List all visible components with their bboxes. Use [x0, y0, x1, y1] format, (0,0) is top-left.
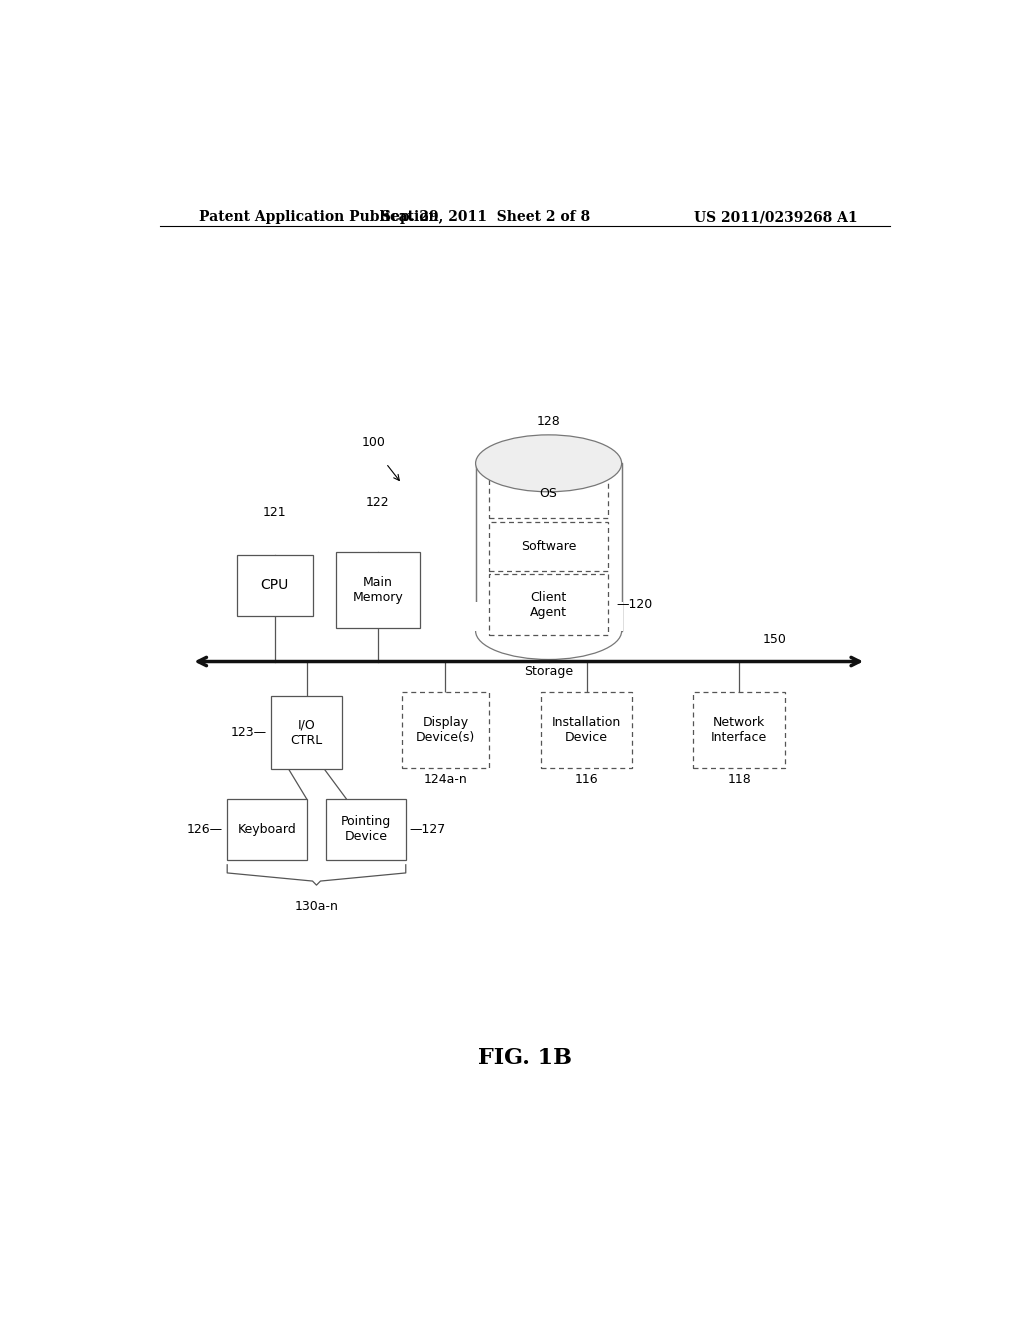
Text: I/O
CTRL: I/O CTRL: [291, 718, 323, 747]
Text: Network
Interface: Network Interface: [711, 715, 767, 743]
Ellipse shape: [475, 602, 622, 660]
Text: FIG. 1B: FIG. 1B: [478, 1047, 571, 1069]
Bar: [489, 470, 608, 519]
Text: Storage: Storage: [524, 664, 573, 677]
Text: Software: Software: [521, 540, 577, 553]
Text: 100: 100: [362, 437, 386, 450]
Ellipse shape: [475, 434, 622, 492]
Text: 128: 128: [537, 414, 560, 428]
Text: US 2011/0239268 A1: US 2011/0239268 A1: [694, 210, 858, 224]
Bar: [474, 602, 624, 631]
Text: Sep. 29, 2011  Sheet 2 of 8: Sep. 29, 2011 Sheet 2 of 8: [381, 210, 590, 224]
Bar: [401, 692, 489, 768]
Text: 118: 118: [727, 774, 751, 787]
Text: Patent Application Publication: Patent Application Publication: [200, 210, 439, 224]
Bar: [541, 692, 633, 768]
Text: Installation
Device: Installation Device: [552, 715, 622, 743]
Bar: [270, 696, 342, 770]
Text: Pointing
Device: Pointing Device: [341, 816, 391, 843]
Text: 122: 122: [367, 496, 390, 510]
Text: 150: 150: [763, 634, 786, 647]
Text: —120: —120: [616, 598, 652, 611]
Text: Display
Device(s): Display Device(s): [416, 715, 475, 743]
Text: OS: OS: [540, 487, 557, 500]
Text: 121: 121: [263, 507, 287, 519]
Text: —127: —127: [410, 822, 446, 836]
Text: 116: 116: [574, 774, 598, 787]
Bar: [227, 799, 306, 859]
Text: Main
Memory: Main Memory: [352, 577, 403, 605]
Text: Client
Agent: Client Agent: [530, 590, 567, 619]
Text: CPU: CPU: [261, 578, 289, 593]
Bar: [336, 552, 420, 628]
Bar: [327, 799, 406, 859]
Bar: [238, 554, 312, 616]
Text: Keyboard: Keyboard: [238, 822, 296, 836]
Text: 123—: 123—: [230, 726, 267, 739]
Text: 126—: 126—: [187, 822, 223, 836]
Text: 124a-n: 124a-n: [424, 774, 467, 787]
Bar: [489, 574, 608, 635]
Text: 130a-n: 130a-n: [295, 900, 338, 913]
Bar: [475, 463, 622, 631]
Bar: [489, 523, 608, 572]
Bar: [693, 692, 784, 768]
